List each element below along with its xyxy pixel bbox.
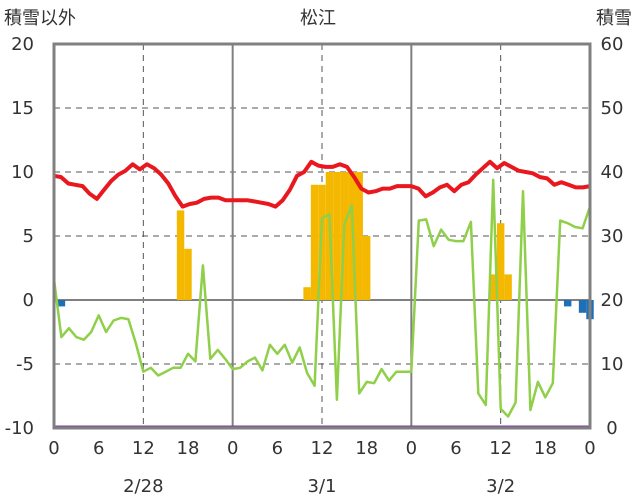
right-tick-label: 20 — [601, 290, 624, 311]
left-tick-label: -5 — [16, 354, 34, 375]
plot-border — [52, 42, 592, 430]
date-label: 3/2 — [486, 476, 515, 497]
x-tick-label: 0 — [48, 438, 59, 459]
x-tick-label: 12 — [311, 438, 334, 459]
plot-frame — [52, 42, 592, 430]
right-axis-label: 積雪 — [596, 8, 632, 29]
green-line — [52, 178, 592, 418]
snow-bar — [303, 287, 311, 300]
right-tick-label: 30 — [601, 226, 624, 247]
left-tick-label: 15 — [11, 98, 34, 119]
x-tick-label: 12 — [132, 438, 155, 459]
x-tick-label: 0 — [584, 438, 595, 459]
left-tick-label: 20 — [11, 34, 34, 55]
negative-bar — [578, 300, 587, 313]
left-tick-label: 0 — [23, 290, 34, 311]
right-tick-label: 60 — [601, 34, 624, 55]
negative-bar — [563, 300, 572, 307]
snow-bar — [333, 172, 341, 300]
x-tick-label: 6 — [93, 438, 104, 459]
snow-bar — [310, 184, 319, 300]
right-tick-label: 0 — [606, 418, 617, 439]
right-tick-label: 40 — [601, 162, 624, 183]
left-axis-label: 積雪以外 — [4, 8, 76, 29]
snow-bar — [504, 274, 512, 300]
snow-bar — [355, 172, 363, 300]
x-tick-label: 0 — [227, 438, 238, 459]
snow-bar — [489, 274, 497, 300]
date-label: 2/28 — [123, 476, 163, 497]
left-tick-label: 10 — [11, 162, 34, 183]
snow-bar — [362, 236, 371, 300]
x-tick-label: 18 — [534, 438, 557, 459]
x-tick-label: 18 — [355, 438, 378, 459]
x-tick-label: 0 — [406, 438, 417, 459]
x-tick-label: 12 — [489, 438, 512, 459]
snow-bar — [176, 210, 185, 300]
temperature-line — [53, 159, 591, 209]
snow-bar — [496, 223, 505, 300]
x-tick-label: 6 — [450, 438, 461, 459]
snow-bars — [57, 172, 594, 320]
right-tick-label: 10 — [601, 354, 624, 375]
x-tick-label: 6 — [272, 438, 283, 459]
x-tick-label: 18 — [177, 438, 200, 459]
chart-title: 松江 — [300, 8, 336, 29]
negative-bar — [57, 300, 66, 307]
snow-bar — [184, 248, 192, 300]
left-tick-label: 5 — [23, 226, 34, 247]
right-tick-label: 50 — [601, 98, 624, 119]
left-tick-label: -10 — [5, 418, 34, 439]
date-label: 3/1 — [308, 476, 337, 497]
